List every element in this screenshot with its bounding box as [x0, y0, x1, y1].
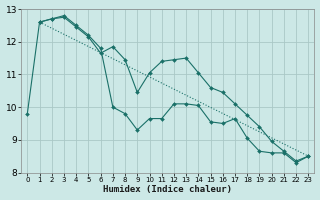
X-axis label: Humidex (Indice chaleur): Humidex (Indice chaleur) — [103, 185, 232, 194]
